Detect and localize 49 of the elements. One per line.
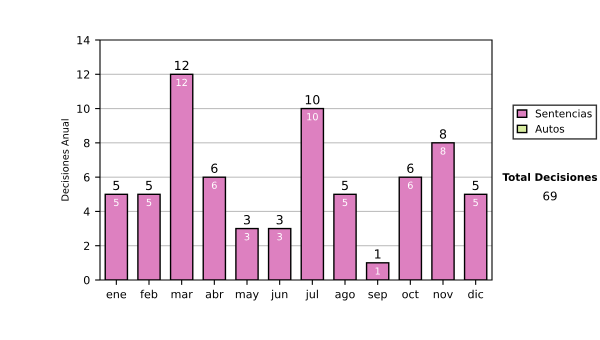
x-tick-label: jul (306, 290, 318, 300)
data-label: 1 (376, 267, 380, 275)
y-tick-label: 14 (77, 36, 90, 44)
text: Total Decisiones (502, 172, 598, 182)
y-tick-label: 2 (84, 242, 90, 250)
data-label: 12 (176, 78, 187, 86)
total-label: 3 (276, 214, 283, 224)
x-tick-label: dic (468, 290, 484, 298)
total-label: 3 (244, 214, 250, 224)
x-tick-label: ago (335, 292, 355, 300)
x-tick-label: nov (434, 292, 453, 298)
y-tick-label: 12 (77, 70, 90, 79)
y-tick-label: 8 (84, 138, 90, 148)
data-label: 6 (408, 182, 413, 189)
y-axis-title: Decisiones Anual (61, 119, 69, 201)
total-label: 6 (407, 164, 414, 174)
data-label: 5 (342, 198, 348, 206)
y-tick-label: 6 (84, 173, 90, 182)
total-label: 5 (472, 180, 479, 190)
total-label: 6 (211, 164, 218, 174)
data-label: 6 (212, 182, 217, 189)
total-label: 8 (440, 129, 446, 139)
total-label: 12 (175, 60, 188, 70)
data-label: 5 (146, 198, 152, 206)
total-label: 5 (146, 180, 152, 190)
legend-label: Autos (535, 124, 564, 133)
data-label: 5 (114, 198, 119, 206)
total-label: 5 (113, 180, 120, 190)
x-tick-label: ene (106, 292, 126, 298)
x-tick-label: mar (172, 292, 193, 298)
y-tick-label: 4 (84, 208, 90, 216)
data-label: 3 (277, 233, 282, 240)
y-tick-label: 10 (77, 104, 90, 113)
x-tick-label: abr (206, 290, 224, 298)
legend-label: Sentencias (536, 109, 592, 118)
x-tick-label: sep (368, 292, 387, 300)
x-tick-label: feb (140, 290, 158, 298)
y-tick-label: 0 (84, 276, 90, 284)
data-label: 8 (440, 147, 446, 155)
total-label: 1 (375, 249, 380, 259)
x-tick-label: may (236, 292, 259, 300)
x-tick-label: jun (270, 290, 288, 300)
text: 69 (543, 191, 557, 200)
data-label: 5 (473, 198, 478, 206)
total-label: 5 (342, 180, 348, 190)
total-label: 10 (306, 94, 320, 104)
data-label: 10 (307, 113, 318, 120)
data-label: 3 (244, 233, 250, 240)
x-tick-label: oct (402, 290, 419, 298)
